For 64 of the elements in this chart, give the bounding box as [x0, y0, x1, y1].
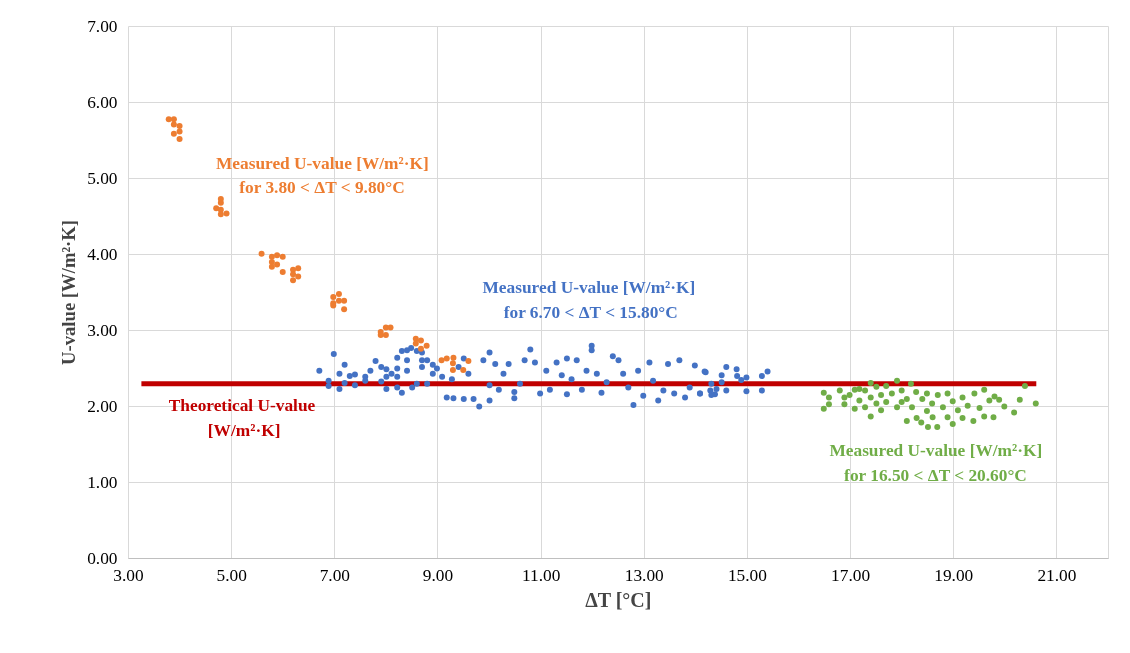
- point: [423, 342, 430, 349]
- x-tick-label: 9.00: [422, 565, 454, 585]
- point: [279, 268, 286, 275]
- point: [290, 277, 297, 284]
- y-tick-label: 0.00: [87, 549, 118, 568]
- point: [217, 211, 224, 218]
- point: [341, 306, 348, 313]
- point: [258, 250, 265, 257]
- y-tick-label: 2.00: [87, 397, 118, 416]
- y-tick-label: 6.00: [87, 93, 118, 112]
- x-tick-label: 15.00: [727, 565, 767, 585]
- point: [335, 297, 342, 304]
- point: [295, 273, 302, 280]
- point: [377, 332, 384, 339]
- point: [417, 345, 424, 352]
- series-label: Measured U-value [W/m²·K] for 6.70 < ΔT < 15.80°C: [482, 278, 696, 322]
- y-tick-label: 1.00: [87, 473, 118, 492]
- x-tick-label: 5.00: [216, 565, 247, 585]
- x-axis-title: ΔT [°C]: [585, 588, 652, 611]
- point: [290, 271, 297, 278]
- point: [449, 367, 456, 374]
- point: [449, 360, 456, 367]
- point: [335, 291, 342, 298]
- point: [465, 357, 472, 364]
- series-label: Measured U-value [W/m²·K] for 16.50 < ΔT < 20.60°C: [829, 440, 1043, 485]
- x-tick-label: 13.00: [624, 565, 664, 585]
- point: [268, 259, 275, 266]
- point: [170, 121, 177, 128]
- point: [213, 205, 220, 212]
- x-tick-label: 21.00: [1037, 565, 1077, 585]
- point: [412, 340, 419, 347]
- point: [279, 253, 286, 260]
- point: [165, 116, 172, 123]
- point: [176, 135, 183, 142]
- x-tick-label: 17.00: [831, 565, 871, 585]
- point: [382, 332, 389, 339]
- point: [268, 263, 275, 270]
- point: [176, 128, 183, 135]
- point: [217, 199, 224, 206]
- point: [170, 130, 177, 137]
- point: [460, 367, 467, 374]
- y-tick-label: 4.00: [87, 245, 118, 264]
- point: [438, 357, 445, 364]
- point: [274, 252, 281, 259]
- y-tick-label: 7.00: [87, 17, 118, 36]
- point: [450, 354, 457, 361]
- series-label: Theoretical U-value [W/m²·K]: [168, 396, 316, 440]
- point: [341, 297, 348, 304]
- point: [274, 261, 281, 268]
- point: [223, 210, 230, 217]
- point: [330, 294, 337, 301]
- point: [295, 265, 302, 272]
- x-tick-label: 11.00: [521, 565, 561, 585]
- point: [417, 337, 424, 344]
- x-tick-label: 7.00: [319, 565, 350, 585]
- y-axis-title: U-value [W/m²·K]: [58, 220, 80, 365]
- x-tick-label: 19.00: [934, 565, 974, 585]
- y-tick-label: 3.00: [87, 321, 118, 340]
- series-label: Measured U-value [W/m²·K] for 3.80 < ΔT < 9.80°C: [215, 153, 429, 198]
- x-tick-label: 3.00: [113, 565, 144, 585]
- y-tick-label: 5.00: [87, 169, 118, 188]
- point: [387, 324, 394, 331]
- point: [170, 116, 177, 123]
- point: [443, 355, 450, 362]
